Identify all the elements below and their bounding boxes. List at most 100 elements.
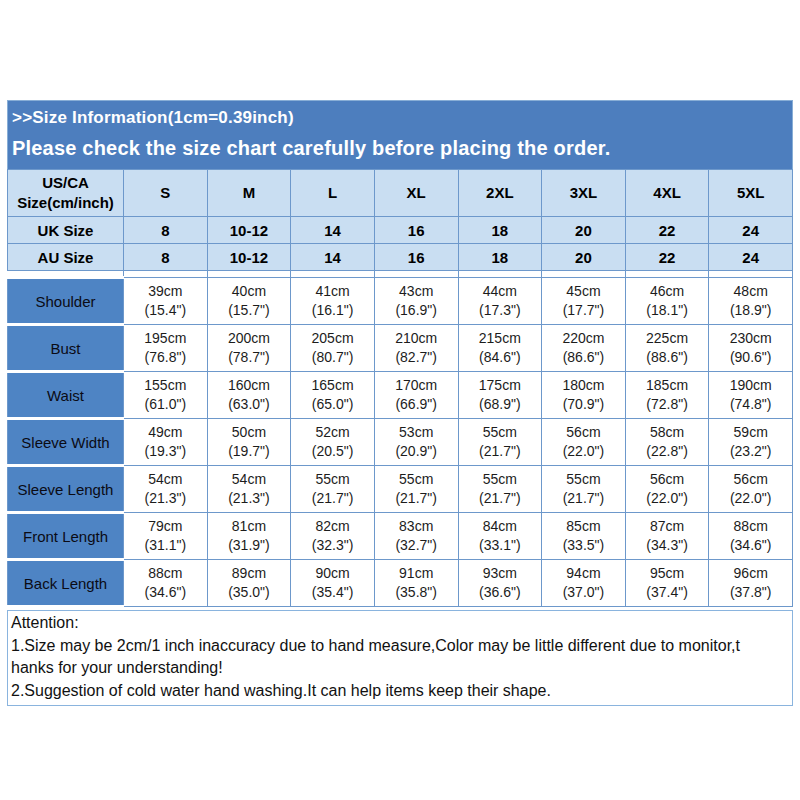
- uk-size-row-value: 10-12: [207, 217, 291, 244]
- cm-value: 55cm: [459, 423, 542, 442]
- measurement-cell: 195cm(76.8"): [124, 325, 208, 372]
- cm-value: 56cm: [626, 470, 709, 489]
- row-label: Sleeve Length: [8, 466, 124, 513]
- column-header-size-s: S: [124, 170, 208, 217]
- inch-value: (16.1"): [291, 301, 374, 320]
- measurement-cell: 230cm(90.6"): [709, 325, 793, 372]
- inch-value: (82.7"): [375, 348, 458, 367]
- au-size-row-value: 20: [542, 244, 626, 271]
- measurement-cell: 95cm(37.4"): [625, 560, 709, 607]
- measurement-cell: 48cm(18.9"): [709, 278, 793, 325]
- inch-value: (74.8"): [709, 395, 792, 414]
- inch-value: (84.6"): [459, 348, 542, 367]
- measurement-cell: 59cm(23.2"): [709, 419, 793, 466]
- cm-value: 220cm: [542, 329, 625, 348]
- cm-value: 45cm: [542, 282, 625, 301]
- measurement-cell: 82cm(32.3"): [291, 513, 375, 560]
- uk-size-row-value: 22: [625, 217, 709, 244]
- measurement-row: Bust195cm(76.8")200cm(78.7")205cm(80.7")…: [8, 325, 793, 372]
- header-label-line1: US/CA: [8, 173, 123, 193]
- inch-value: (22.8"): [626, 442, 709, 461]
- inch-value: (63.0"): [208, 395, 291, 414]
- cm-value: 155cm: [124, 376, 207, 395]
- inch-value: (68.9"): [459, 395, 542, 414]
- measurement-cell: 55cm(21.7"): [291, 466, 375, 513]
- measurement-cell: 175cm(68.9"): [458, 372, 542, 419]
- uk-size-row-label: UK Size: [8, 217, 124, 244]
- measurement-cell: 165cm(65.0"): [291, 372, 375, 419]
- inch-value: (22.0"): [626, 489, 709, 508]
- inch-value: (86.6"): [542, 348, 625, 367]
- spacer-cell: [709, 271, 793, 278]
- au-size-row-value: 10-12: [207, 244, 291, 271]
- au-size-row-value: 14: [291, 244, 375, 271]
- cm-value: 85cm: [542, 517, 625, 536]
- uk-size-row-value: 24: [709, 217, 793, 244]
- measurement-cell: 215cm(84.6"): [458, 325, 542, 372]
- measurement-cell: 54cm(21.3"): [207, 466, 291, 513]
- inch-value: (18.1"): [626, 301, 709, 320]
- measurement-cell: 40cm(15.7"): [207, 278, 291, 325]
- cm-value: 180cm: [542, 376, 625, 395]
- cm-value: 89cm: [208, 564, 291, 583]
- cm-value: 200cm: [208, 329, 291, 348]
- inch-value: (22.0"): [709, 489, 792, 508]
- measurement-cell: 56cm(22.0"): [709, 466, 793, 513]
- au-size-row-value: 22: [625, 244, 709, 271]
- inch-value: (88.6"): [626, 348, 709, 367]
- table-header-row: US/CASize(cm/inch)SMLXL2XL3XL4XL5XL: [8, 170, 793, 217]
- uk-size-row-value: 14: [291, 217, 375, 244]
- cm-value: 40cm: [208, 282, 291, 301]
- measurement-cell: 39cm(15.4"): [124, 278, 208, 325]
- inch-value: (17.3"): [459, 301, 542, 320]
- cm-value: 55cm: [375, 470, 458, 489]
- row-label: Sleeve Width: [8, 419, 124, 466]
- cm-value: 39cm: [124, 282, 207, 301]
- inch-value: (20.5"): [291, 442, 374, 461]
- cm-value: 48cm: [709, 282, 792, 301]
- inch-value: (70.9"): [542, 395, 625, 414]
- cm-value: 190cm: [709, 376, 792, 395]
- inch-value: (21.7"): [542, 489, 625, 508]
- measurement-cell: 91cm(35.8"): [374, 560, 458, 607]
- measurement-cell: 49cm(19.3"): [124, 419, 208, 466]
- column-header-size-l: L: [291, 170, 375, 217]
- cm-value: 225cm: [626, 329, 709, 348]
- inch-value: (19.3"): [124, 442, 207, 461]
- row-label: Shoulder: [8, 278, 124, 325]
- measurement-cell: 88cm(34.6"): [124, 560, 208, 607]
- measurement-cell: 90cm(35.4"): [291, 560, 375, 607]
- cm-value: 58cm: [626, 423, 709, 442]
- cm-value: 59cm: [709, 423, 792, 442]
- cm-value: 230cm: [709, 329, 792, 348]
- inch-value: (21.7"): [459, 442, 542, 461]
- measurement-cell: 58cm(22.8"): [625, 419, 709, 466]
- cm-value: 175cm: [459, 376, 542, 395]
- measurement-cell: 52cm(20.5"): [291, 419, 375, 466]
- measurement-cell: 45cm(17.7"): [542, 278, 626, 325]
- row-label: Bust: [8, 325, 124, 372]
- inch-value: (34.6"): [709, 536, 792, 555]
- inch-value: (90.6"): [709, 348, 792, 367]
- spacer-cell: [458, 271, 542, 278]
- inch-value: (23.2"): [709, 442, 792, 461]
- measurement-cell: 93cm(36.6"): [458, 560, 542, 607]
- cm-value: 87cm: [626, 517, 709, 536]
- attention-line: Attention:: [11, 612, 789, 635]
- uk-size-row-value: 20: [542, 217, 626, 244]
- cm-value: 215cm: [459, 329, 542, 348]
- measurement-cell: 94cm(37.0"): [542, 560, 626, 607]
- au-size-row-value: 18: [458, 244, 542, 271]
- measurement-cell: 89cm(35.0"): [207, 560, 291, 607]
- measurement-row: Front Length79cm(31.1")81cm(31.9")82cm(3…: [8, 513, 793, 560]
- inch-value: (65.0"): [291, 395, 374, 414]
- uk-size-row-value: 18: [458, 217, 542, 244]
- cm-value: 56cm: [542, 423, 625, 442]
- inch-value: (21.7"): [375, 489, 458, 508]
- cm-value: 88cm: [124, 564, 207, 583]
- cm-value: 170cm: [375, 376, 458, 395]
- inch-value: (76.8"): [124, 348, 207, 367]
- measurement-cell: 220cm(86.6"): [542, 325, 626, 372]
- column-header-size-xl: XL: [374, 170, 458, 217]
- uk-size-row: UK Size810-12141618202224: [8, 217, 793, 244]
